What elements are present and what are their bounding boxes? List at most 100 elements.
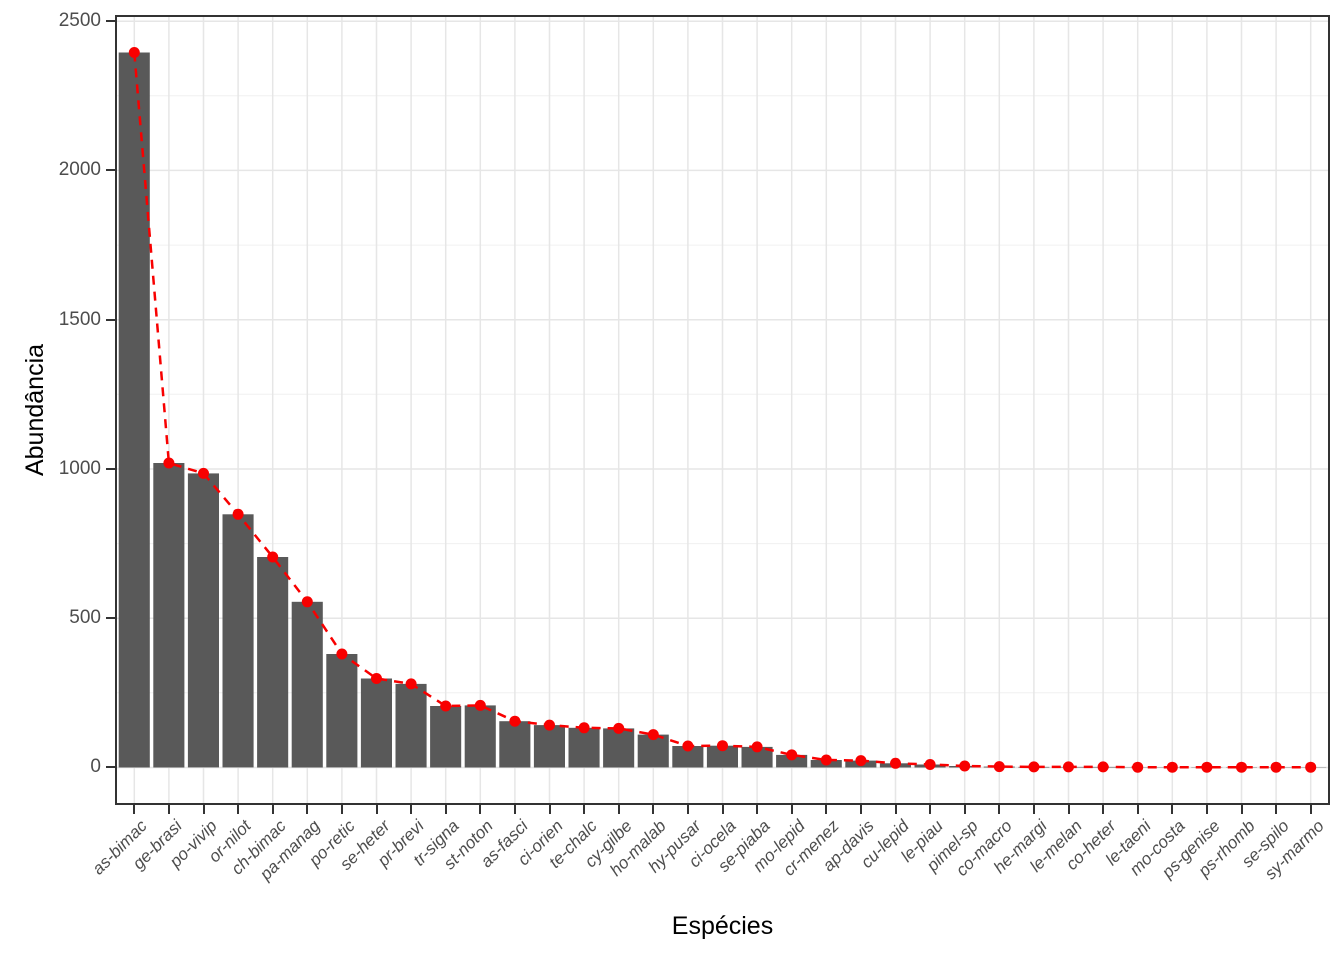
x-tick xyxy=(618,805,620,814)
abundance-point xyxy=(198,467,209,479)
abundance-point xyxy=(890,757,901,769)
x-tick xyxy=(1137,805,1139,814)
abundance-point xyxy=(474,699,486,711)
abundance-point xyxy=(440,700,452,712)
x-axis-title: Espécies xyxy=(671,912,774,940)
abundance-point xyxy=(1270,761,1282,773)
x-tick xyxy=(168,805,170,814)
abundance-point xyxy=(1097,761,1109,773)
abundance-point xyxy=(786,749,798,761)
y-tick xyxy=(106,319,115,321)
abundance-point xyxy=(647,729,659,741)
abundance-point xyxy=(682,740,694,752)
x-tick xyxy=(964,805,966,814)
x-tick xyxy=(756,805,758,814)
bar xyxy=(118,52,150,768)
x-tick xyxy=(860,805,862,814)
bar xyxy=(706,745,738,768)
abundance-point xyxy=(301,596,313,608)
x-tick xyxy=(272,805,274,814)
abundance-point xyxy=(163,457,175,469)
y-tick-label: 1000 xyxy=(58,458,101,479)
bar xyxy=(153,463,185,768)
y-tick xyxy=(106,766,115,768)
abundance-point xyxy=(544,719,555,731)
bar xyxy=(187,473,219,768)
x-tick xyxy=(376,805,378,814)
x-tick xyxy=(1102,805,1104,814)
x-tick xyxy=(479,805,481,814)
abundance-point xyxy=(1132,761,1144,773)
y-tick xyxy=(106,169,115,171)
bar xyxy=(672,746,704,768)
abundance-point xyxy=(993,761,1005,773)
bar xyxy=(603,728,635,768)
y-tick xyxy=(106,468,115,470)
x-tick xyxy=(825,805,827,814)
x-tick xyxy=(549,805,551,814)
y-tick xyxy=(106,617,115,619)
y-tick xyxy=(106,20,115,22)
bar xyxy=(499,721,531,768)
abundance-point xyxy=(751,741,763,753)
bar xyxy=(741,746,773,768)
abundance-point xyxy=(959,760,971,772)
y-tick-label: 2500 xyxy=(58,10,101,31)
y-tick-label: 1500 xyxy=(58,309,101,330)
abundance-point xyxy=(1236,761,1247,773)
x-tick xyxy=(791,805,793,814)
x-tick xyxy=(652,805,654,814)
x-tick xyxy=(998,805,1000,814)
x-tick xyxy=(237,805,239,814)
bar xyxy=(430,706,462,768)
x-tick xyxy=(306,805,308,814)
bar xyxy=(533,725,565,768)
y-tick-label: 500 xyxy=(69,607,101,628)
abundance-point xyxy=(1201,761,1213,773)
bar xyxy=(360,678,392,768)
abundance-point xyxy=(613,722,625,734)
x-tick xyxy=(203,805,205,814)
bar xyxy=(464,705,496,768)
plot-area xyxy=(117,17,1328,803)
x-tick xyxy=(341,805,343,814)
bar xyxy=(776,754,808,768)
bar xyxy=(291,601,323,768)
abundance-point xyxy=(855,755,867,767)
bar xyxy=(257,557,289,768)
x-tick xyxy=(133,805,135,814)
abundance-point xyxy=(405,678,417,690)
x-tick xyxy=(1206,805,1208,814)
plot-panel xyxy=(115,15,1330,805)
y-tick-label: 2000 xyxy=(58,159,101,180)
x-tick xyxy=(687,805,689,814)
abundance-point xyxy=(509,715,521,727)
x-tick xyxy=(514,805,516,814)
x-tick xyxy=(1068,805,1070,814)
abundance-point xyxy=(1305,761,1317,773)
abundance-point xyxy=(578,722,590,734)
x-tick xyxy=(1241,805,1243,814)
x-tick xyxy=(1171,805,1173,814)
abundance-point xyxy=(128,47,140,58)
x-tick xyxy=(1310,805,1312,814)
abundance-point xyxy=(232,508,244,520)
abundance-point xyxy=(267,551,279,563)
x-tick xyxy=(583,805,585,814)
abundance-point xyxy=(1063,761,1074,773)
x-tick xyxy=(1275,805,1277,814)
bar xyxy=(395,683,427,768)
x-tick xyxy=(445,805,447,814)
x-tick xyxy=(722,805,724,814)
y-tick-label: 0 xyxy=(90,756,101,777)
bar xyxy=(568,727,600,768)
abundance-point xyxy=(1166,761,1178,773)
x-tick xyxy=(895,805,897,814)
x-tick xyxy=(929,805,931,814)
bar xyxy=(326,654,358,768)
bar xyxy=(222,514,254,768)
abundance-point xyxy=(336,648,348,660)
x-tick xyxy=(410,805,412,814)
abundance-point xyxy=(924,759,936,770)
